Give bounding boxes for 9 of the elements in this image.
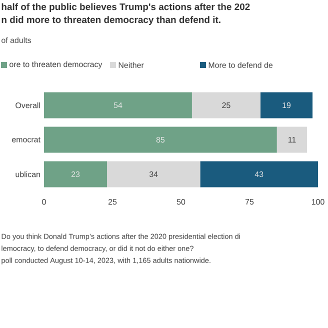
bar bbox=[260, 92, 313, 118]
bar bbox=[44, 92, 192, 118]
bar bbox=[276, 126, 308, 153]
bar bbox=[200, 161, 318, 188]
chart-title: half of the public believes Trump's actions after the 202 n did more to threaten democracy than defend it. bbox=[2, 3, 250, 25]
bar bbox=[44, 126, 277, 153]
bar bbox=[107, 161, 200, 188]
bar bbox=[192, 92, 260, 118]
bar bbox=[44, 161, 108, 188]
